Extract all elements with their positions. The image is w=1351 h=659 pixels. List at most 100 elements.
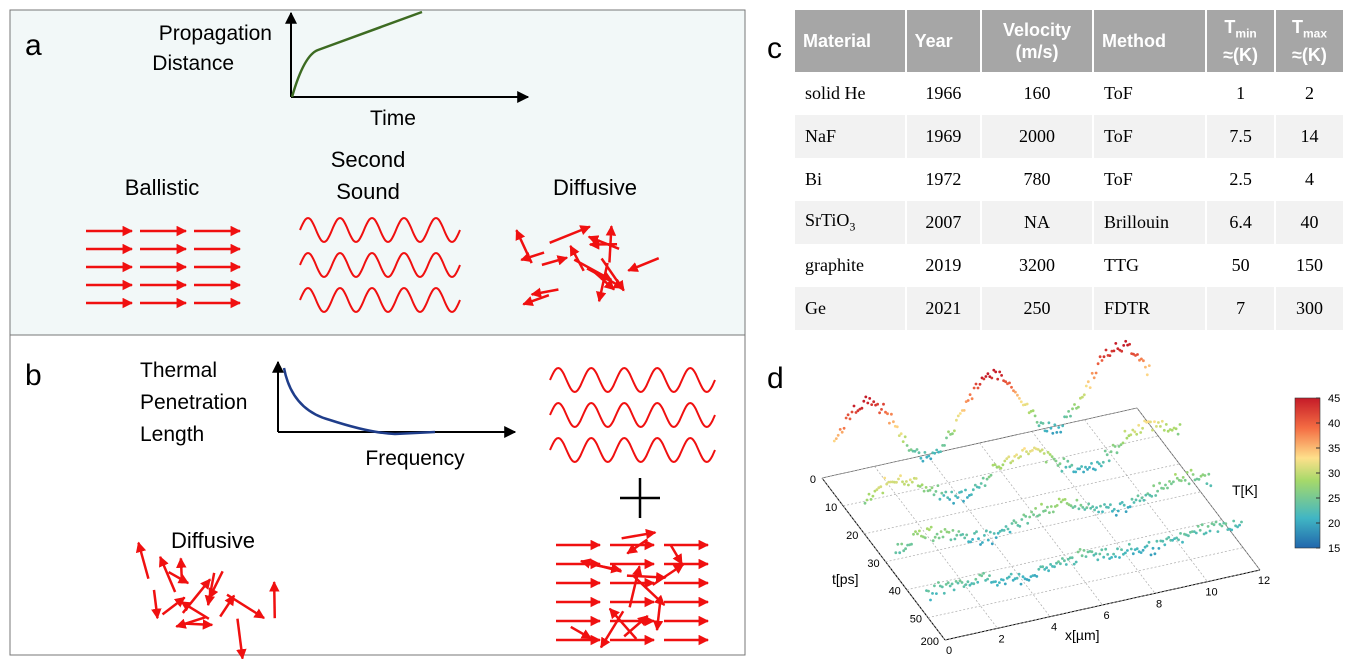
illustration-point — [1039, 565, 1043, 569]
subscript: max — [1302, 26, 1327, 41]
illustration-point — [1207, 472, 1211, 476]
cell-text: 1972 — [925, 169, 962, 189]
illustration-point — [1163, 543, 1167, 547]
illustration-point — [1024, 515, 1028, 518]
illustration-point — [939, 450, 942, 453]
illustration-point — [935, 448, 939, 452]
illustration-point — [846, 413, 850, 417]
table-cell: NaF — [795, 115, 907, 158]
cell-text: Velocity — [1003, 20, 1072, 40]
illustration-point — [1055, 504, 1059, 507]
illustration-point — [1025, 402, 1029, 406]
illustration-point — [1131, 552, 1135, 556]
illustration-point — [1167, 536, 1171, 539]
illustration-point — [936, 484, 940, 487]
table-row: NaF 1969 2000 ToF 7.5 14 — [795, 115, 1346, 158]
illustration-point — [916, 532, 919, 536]
illustration-point — [876, 402, 879, 406]
illustration-point — [1046, 451, 1050, 454]
arrow — [573, 258, 613, 282]
illustration-point — [963, 536, 967, 540]
illustration-point — [1098, 552, 1102, 556]
table-cell: NA — [981, 201, 1094, 244]
x-tick-label: 2 — [998, 633, 1004, 645]
illustration-point — [952, 588, 956, 592]
illustration-point — [1162, 487, 1165, 490]
t-tick-label: 30 — [867, 558, 879, 570]
illustration-point — [1199, 474, 1203, 478]
illustration-point — [997, 465, 1001, 469]
illustration-point — [952, 501, 955, 505]
illustration-point — [842, 426, 846, 430]
illustration-point — [1076, 550, 1080, 554]
illustration-point — [1086, 468, 1089, 471]
illustration-point — [946, 496, 950, 499]
illustration-point — [1114, 342, 1118, 345]
illustration-point — [1072, 470, 1076, 474]
regime-label: Diffusive — [171, 528, 255, 553]
curve — [282, 367, 436, 436]
illustration-point — [1141, 548, 1145, 552]
illustration-point — [1179, 479, 1183, 483]
x-tick-label: 0 — [946, 645, 952, 657]
illustration-point — [1105, 453, 1109, 457]
illustration-point — [1041, 565, 1045, 569]
cell-text: TTG — [1104, 255, 1139, 275]
illustration-point — [903, 482, 906, 486]
illustration-point — [867, 492, 871, 496]
table-cell: 2021 — [905, 287, 983, 330]
panel-label: a — [25, 29, 42, 62]
illustration-point — [957, 530, 961, 533]
illustration-point — [1014, 390, 1017, 394]
table-cell: 160 — [981, 72, 1094, 115]
table-row: solid He 1966 160 ToF 1 2 — [795, 72, 1346, 115]
illustration-point — [1034, 507, 1037, 510]
curve — [290, 10, 423, 98]
illustration-point — [968, 393, 972, 396]
cell-text: ≈(K) — [1223, 45, 1259, 66]
illustration-point — [1147, 364, 1151, 367]
illustration-point — [996, 531, 1000, 535]
regime-label: Diffusive — [553, 175, 637, 200]
arrow — [530, 287, 559, 298]
illustration-point — [902, 549, 906, 553]
illustration-point — [970, 397, 974, 401]
illustration-point — [1043, 568, 1047, 571]
arrow — [608, 607, 638, 640]
table-cell: Ge — [795, 287, 907, 330]
arrow — [587, 235, 620, 251]
illustration-point — [1095, 506, 1098, 509]
illustration-point — [900, 542, 904, 546]
arrow — [135, 541, 150, 579]
illustration-point — [1063, 415, 1066, 419]
illustration-point — [1178, 423, 1182, 426]
illustration-point — [958, 412, 962, 415]
illustration-point — [1050, 455, 1054, 458]
illustration-point — [1198, 528, 1202, 532]
illustration-point — [1077, 507, 1081, 511]
illustration-point — [1164, 423, 1168, 426]
cell-text: ≈(K) — [1292, 45, 1327, 66]
arrow — [669, 544, 684, 565]
illustration-point — [1013, 455, 1017, 458]
illustration-point — [1066, 557, 1070, 561]
illustration-point — [1183, 478, 1187, 482]
illustration-point — [1129, 547, 1133, 551]
illustration-point — [883, 476, 887, 480]
axis-label: Thermal — [140, 359, 217, 382]
illustration-point — [998, 370, 1002, 374]
illustration-point — [1055, 431, 1059, 434]
cell-text: 2 — [1304, 83, 1314, 103]
illustration-point — [1000, 374, 1003, 377]
cell-text: ToF — [1104, 126, 1133, 146]
illustration-point — [1004, 525, 1008, 528]
illustration-point — [973, 483, 977, 487]
table-cell: 1972 — [905, 158, 983, 201]
illustration-point — [1129, 433, 1133, 437]
illustration-point — [929, 457, 933, 461]
illustration-point — [1110, 556, 1113, 559]
illustration-point — [1003, 582, 1007, 586]
illustration-point — [1136, 353, 1139, 356]
illustration-point — [1191, 473, 1195, 476]
